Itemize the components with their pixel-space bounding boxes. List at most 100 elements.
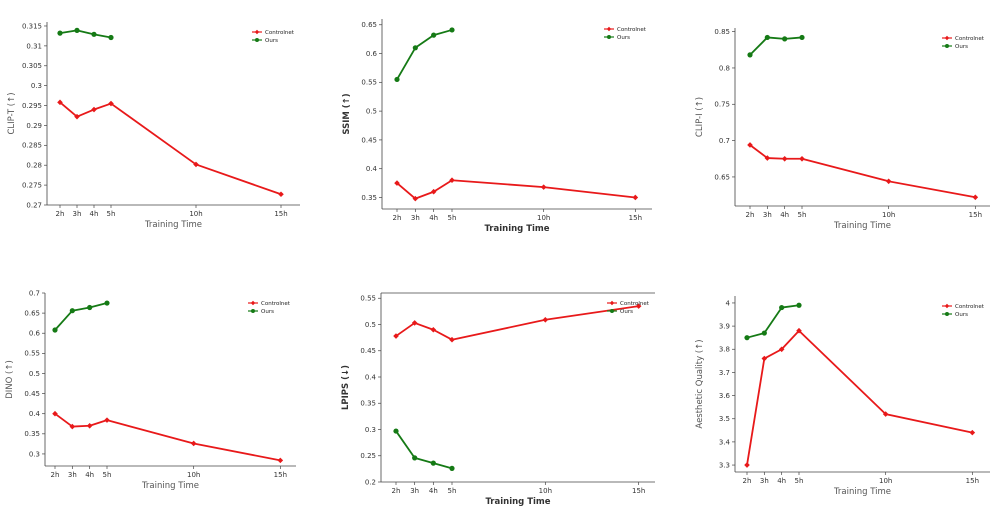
data-point-marker [764,155,771,161]
data-point-marker [91,106,97,113]
data-point-marker [394,180,400,186]
x-tick-label: 4h [85,471,94,479]
legend-label: Controlnet [261,301,291,307]
x-tick-label: 15h [629,214,642,222]
y-tick-label: 0.4 [366,165,378,173]
legend: Controlnet Ours [604,26,647,41]
y-tick-label: 0.75 [714,101,730,109]
x-tick-label: 3h [763,211,772,219]
legend-marker [610,309,614,313]
y-tick-label: 0.7 [719,137,730,145]
y-tick-label: 0.4 [29,410,41,418]
data-point-marker [277,457,284,464]
series-ours [747,34,805,58]
y-tick-label: 0.295 [22,102,42,110]
y-tick-label: 0.6 [29,330,41,338]
data-point-marker [394,76,400,83]
data-point-marker [882,411,889,417]
data-point-marker [431,32,437,38]
series-controlnet [394,177,639,202]
data-point-marker [969,429,976,436]
y-axis-label: Aesthetic Quality (↑) [695,339,705,428]
y-tick-label: 3.7 [719,369,730,377]
chart-panel-6: 3.3 3.4 3.5 3.6 3.7 3.8 3.9 4 2h 3h 4h 5h 10h 15h Trai… [695,296,990,497]
y-tick-label: 0.275 [22,182,42,190]
data-point-marker [412,195,419,202]
x-tick-label: 2h [743,477,752,485]
y-axis-label: CLIP-I (↑) [695,97,705,137]
series-line [749,144,977,199]
x-axis-label: Training Time [144,220,202,230]
chart-panel-4: 0.3 0.35 0.4 0.45 0.5 0.55 0.6 0.65 0.7 2h 3h 4h 5h 1… [5,289,296,491]
legend-label: Controlnet [620,301,650,307]
data-point-marker [972,194,979,201]
data-point-marker [449,336,455,343]
x-tick-label: 15h [969,211,982,219]
data-point-marker [52,327,58,333]
x-axis-label: Training Time [833,221,891,231]
x-tick-label: 4h [429,487,438,495]
y-tick-label: 0.7 [29,289,40,297]
x-tick-label: 2h [56,210,65,218]
y-tick-label: 0.3 [29,450,40,458]
x-tick-label: 15h [632,487,645,495]
y-tick-label: 0.305 [22,62,42,70]
data-point-marker [764,34,770,41]
y-tick-label: 0.5 [366,108,377,116]
y-tick-label: 0.35 [361,194,377,202]
y-tick-label: 0.29 [26,122,42,130]
legend-marker [606,26,612,32]
series-controlnet [393,303,642,343]
y-tick-label: 0.35 [24,430,40,438]
data-point-marker [747,142,753,148]
data-point-marker [761,355,768,362]
y-tick-label: 0.55 [360,295,376,303]
series-ours [57,27,114,41]
y-tick-label: 0.4 [365,373,377,381]
data-point-marker [744,335,750,341]
data-point-marker [411,320,418,326]
x-tick-label: 5h [103,471,112,479]
y-tick-label: 0.45 [24,390,40,398]
data-point-marker [393,428,399,434]
data-point-marker [57,99,63,106]
x-axis-label: Training Time [484,224,549,234]
data-point-marker [104,417,110,423]
x-tick-label: 2h [51,471,60,479]
chart-panel-2: 0.35 0.4 0.45 0.5 0.55 0.6 0.65 2h 3h 4h 5h 10h 15h T… [342,19,652,234]
y-tick-label: 3.9 [719,323,730,331]
data-point-marker [799,155,805,162]
y-tick-label: 0.3 [365,426,376,434]
legend-marker [250,300,256,306]
data-point-marker [747,52,753,58]
series-line [396,179,637,200]
y-tick-label: 3.4 [719,438,731,446]
data-point-marker [449,177,455,184]
data-point-marker [412,455,418,461]
y-tick-label: 0.3 [31,82,42,90]
y-tick-label: 0.65 [714,173,730,181]
legend-label: Controlnet [617,27,647,33]
y-tick-label: 0.285 [22,142,42,150]
legend-label: Ours [620,309,633,315]
legend-marker [945,44,949,48]
y-tick-label: 0.28 [26,162,42,170]
x-tick-label: 10h [187,471,200,479]
data-point-marker [108,100,114,107]
x-tick-label: 2h [393,214,402,222]
x-tick-label: 5h [795,477,804,485]
y-tick-label: 0.2 [365,478,376,486]
data-point-marker [86,422,93,429]
x-tick-label: 5h [448,214,457,222]
series-line [746,304,800,339]
series-line [59,29,112,39]
data-point-marker [779,304,785,311]
data-point-marker [91,31,97,37]
data-point-marker [781,155,788,162]
data-point-marker [74,113,80,120]
data-point-marker [782,36,788,42]
series-line [59,101,282,196]
data-point-marker [412,45,418,51]
series-ours [744,302,802,341]
